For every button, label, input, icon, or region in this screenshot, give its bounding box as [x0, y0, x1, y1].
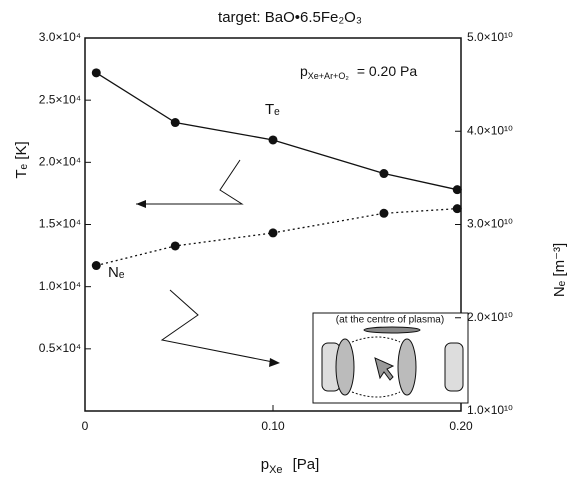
arrowhead — [136, 200, 146, 208]
chart-title: target: BaO•6.5Fe₂O₃ — [218, 9, 362, 26]
data-point — [379, 169, 388, 178]
y-tick-label: 1.5×10⁴ — [39, 217, 81, 231]
data-point — [171, 118, 180, 127]
y-tick-label: 0.5×10⁴ — [39, 341, 81, 355]
data-point — [171, 241, 180, 250]
x-tick-label: 0.10 — [261, 419, 285, 433]
y-tick-label: 3.0×10⁴ — [39, 30, 81, 44]
arrow — [136, 160, 242, 204]
series-line — [96, 73, 457, 190]
y2-tick-label: 4.0×10¹⁰ — [467, 123, 513, 137]
chart: target: BaO•6.5Fe₂O₃ Tₑ [K] Nₑ [m⁻³] pXe… — [0, 0, 576, 484]
inset-label: (at the centre of plasma) — [336, 315, 444, 326]
y-tick-label: 2.0×10⁴ — [39, 155, 81, 169]
x-axis-label: pXe[Pa] — [261, 456, 320, 476]
x-tick-label: 0.20 — [449, 419, 473, 433]
arrow — [162, 290, 278, 363]
y-tick-label: 1.0×10⁴ — [39, 279, 81, 293]
inset-shape — [364, 327, 420, 333]
y2-axis-label: Nₑ [m⁻³] — [551, 243, 568, 297]
inset-shape — [398, 339, 416, 395]
x-tick-label: 0 — [82, 419, 89, 433]
data-point — [92, 261, 101, 270]
arrowhead — [269, 358, 280, 367]
data-point — [92, 68, 101, 77]
y2-tick-label: 3.0×10¹⁰ — [467, 217, 513, 231]
series-label: Tₑ — [265, 101, 280, 118]
y-axis-label: Tₑ [K] — [13, 141, 30, 178]
inset-shape — [445, 343, 463, 391]
series-line — [96, 209, 457, 266]
data-point — [269, 228, 278, 237]
annotation: pXe+Ar+O₂= 0.20 Pa — [300, 63, 417, 82]
y-tick-label: 2.5×10⁴ — [39, 92, 81, 106]
y2-tick-label: 1.0×10¹⁰ — [467, 403, 513, 417]
inset-shape — [336, 339, 354, 395]
series-label: Nₑ — [108, 264, 125, 281]
data-point — [269, 135, 278, 144]
data-point — [453, 204, 462, 213]
data-point — [379, 209, 388, 218]
y2-tick-label: 5.0×10¹⁰ — [467, 30, 513, 44]
data-point — [453, 185, 462, 194]
y2-tick-label: 2.0×10¹⁰ — [467, 310, 513, 324]
